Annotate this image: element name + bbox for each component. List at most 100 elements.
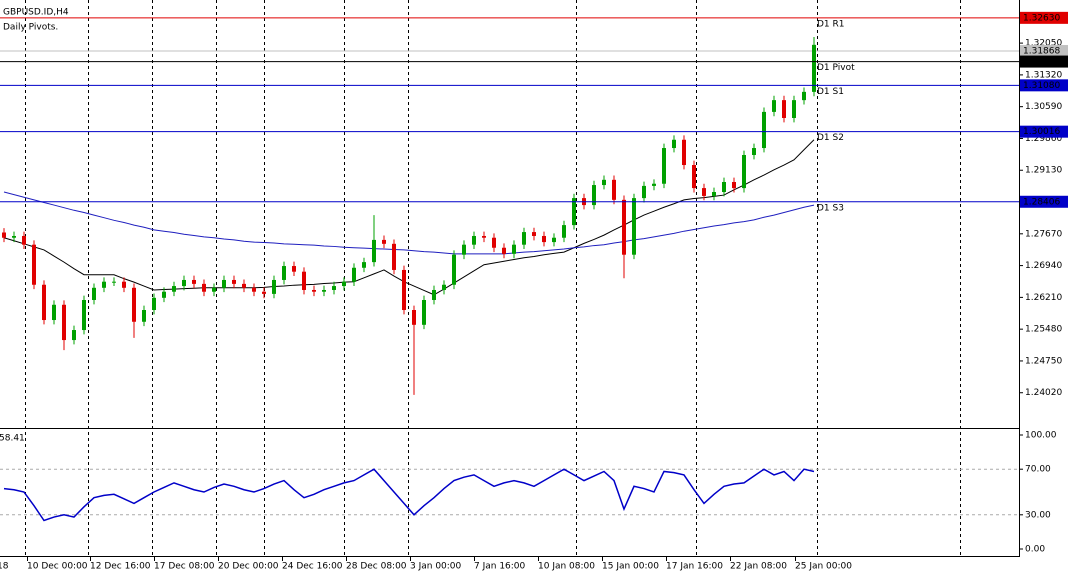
candle-body [242, 283, 246, 288]
candle-body [632, 198, 636, 255]
pivot-price-label: 1.30016 [1023, 127, 1060, 137]
candle-body [192, 279, 196, 284]
x-tick-label: 20 Dec 00:00 [218, 562, 279, 572]
pivot-price-label: 1.28406 [1023, 197, 1060, 207]
y-tick-label: 1.32050 [1025, 39, 1062, 49]
pivot-price-box [1020, 79, 1068, 92]
candle-body [782, 100, 786, 118]
candle-body [522, 232, 526, 245]
candle-body [332, 286, 336, 290]
candle-body [602, 179, 606, 186]
candle-body [462, 244, 466, 255]
x-tick-label: 10 Dec 00:00 [27, 562, 88, 572]
candle-body [802, 91, 806, 101]
y-tick-label: 1.26210 [1025, 293, 1062, 303]
candle-body [12, 235, 16, 238]
pivot-price-box [1020, 195, 1068, 208]
candle-body [502, 247, 506, 254]
x-tick-label: 25 Jan 00:00 [795, 562, 852, 572]
candle-body [572, 198, 576, 226]
candle-body [142, 310, 146, 322]
candle-body [362, 262, 366, 268]
x-tick-label: 24 Dec 16:00 [282, 562, 343, 572]
chart-title: GBPUSD.ID,H4 [3, 8, 69, 18]
candle-body [232, 279, 236, 284]
pivot-price-box [1020, 11, 1068, 24]
candle-body [92, 287, 96, 300]
x-tick-label: 15 Jan 00:00 [602, 562, 659, 572]
candle-body [382, 239, 386, 244]
candle-body [732, 181, 736, 189]
candle-body [432, 289, 436, 300]
pivot-price-box [1020, 125, 1068, 138]
candle-body [62, 304, 66, 341]
candle-body [162, 291, 166, 298]
candle-body [342, 281, 346, 287]
candle-body [422, 299, 426, 325]
x-tick-label: 7 Jan 16:00 [474, 562, 526, 572]
y-tick-label: 1.27670 [1025, 229, 1062, 239]
candle-body [132, 287, 136, 322]
candle-body [172, 286, 176, 292]
candle-body [182, 279, 186, 287]
x-tick-label: 18 [0, 562, 9, 572]
plot [0, 17, 1019, 522]
candle-body [532, 232, 536, 236]
x-tick-label: 3 Jan 00:00 [410, 562, 462, 572]
candle-body [202, 283, 206, 292]
current-price-label: 1.31868 [1023, 47, 1060, 57]
candle-body [652, 183, 656, 186]
candle-body [212, 287, 216, 292]
pivot-name: D1 Pivot [817, 63, 855, 73]
pivot-name: D1 S3 [817, 203, 844, 213]
pivot-price-label: 1.31626 [1023, 57, 1060, 67]
candle-body [22, 235, 26, 245]
candle-body [722, 181, 726, 193]
candle-body [662, 148, 666, 184]
candle-body [792, 100, 796, 118]
x-tick-label: 17 Dec 08:00 [154, 562, 215, 572]
candle-body [592, 185, 596, 206]
candle-body [672, 139, 676, 149]
y-tick-label: 1.24750 [1025, 356, 1062, 366]
y-tick-label: 1.30590 [1025, 102, 1062, 112]
candle-body [622, 199, 626, 255]
candle-body [122, 281, 126, 288]
candle-body [322, 289, 326, 292]
candle-body [2, 232, 6, 238]
separators [25, 0, 961, 556]
candle-body [252, 287, 256, 292]
candle-body [42, 284, 46, 321]
candle-body [352, 267, 356, 282]
candle-body [152, 297, 156, 311]
candle-body [712, 192, 716, 196]
candle-body [312, 289, 316, 292]
candle-body [302, 271, 306, 290]
candle-body [612, 179, 616, 200]
y-tick-label: 1.24020 [1025, 388, 1062, 398]
pivot-name: D1 S1 [817, 87, 844, 97]
candle-body [282, 266, 286, 280]
y-tick-label: 30.00 [1025, 510, 1051, 520]
candle-body [222, 279, 226, 288]
candle-body [412, 310, 416, 325]
current-price-box [1020, 45, 1068, 58]
candle-body [762, 111, 766, 149]
chart-subtitle: Daily Pivots. [3, 23, 58, 33]
candle-body [482, 235, 486, 238]
candle-body [442, 284, 446, 290]
indicator-label: 58.41 [0, 434, 25, 444]
candle-body [82, 299, 86, 331]
y-tick-label: 70.00 [1025, 465, 1051, 475]
candle-body [772, 100, 776, 112]
y-tick-label: 100.00 [1025, 431, 1057, 441]
candle-body [32, 244, 36, 285]
candle-body [402, 269, 406, 311]
candle-body [262, 291, 266, 294]
x-tick-label: 22 Jan 08:00 [730, 562, 787, 572]
candle-body [272, 279, 276, 294]
candle-body [752, 148, 756, 156]
